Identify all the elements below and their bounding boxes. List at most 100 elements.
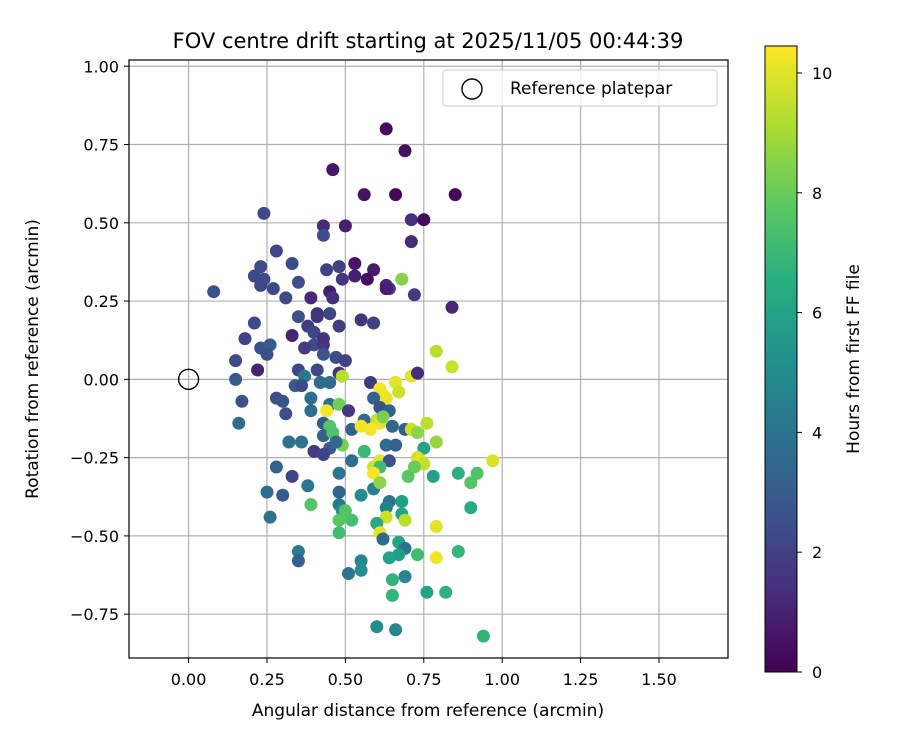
data-point: [316, 228, 330, 242]
data-point: [439, 585, 453, 599]
data-point: [254, 260, 268, 274]
plot-frame: [128, 59, 729, 659]
data-point: [229, 354, 243, 368]
data-point: [357, 444, 371, 458]
data-point: [345, 454, 359, 468]
data-point: [323, 307, 337, 321]
data-point: [367, 391, 381, 405]
data-point: [251, 363, 265, 377]
data-point: [417, 213, 431, 227]
data-point: [342, 567, 355, 580]
data-point: [320, 263, 334, 277]
data-point: [354, 554, 368, 568]
data-point: [304, 404, 318, 418]
data-points: [207, 122, 500, 643]
data-point: [360, 272, 374, 286]
data-point: [385, 573, 399, 587]
data-point: [335, 369, 349, 383]
data-point: [401, 469, 415, 483]
data-point: [398, 513, 412, 527]
data-point: [326, 291, 340, 305]
data-point: [332, 485, 346, 499]
data-point: [310, 363, 324, 377]
data-point: [354, 488, 368, 502]
data-point: [373, 476, 387, 490]
data-point: [291, 310, 305, 324]
data-point: [376, 532, 390, 546]
data-point: [291, 545, 305, 558]
x-axis-ticks: 0.00 0.25 0.50 0.75 1.00 1.25 1.50: [171, 658, 677, 689]
y-tick-label: −0.50: [70, 527, 119, 546]
data-point: [382, 551, 396, 565]
data-point: [354, 313, 368, 327]
chart-title: FOV centre drift starting at 2025/11/05 …: [173, 29, 684, 53]
data-point: [429, 344, 443, 358]
data-point: [385, 588, 399, 602]
data-point: [348, 269, 362, 283]
data-point: [379, 510, 393, 524]
data-point: [342, 404, 355, 418]
y-tick-label: 0.25: [83, 292, 119, 311]
colorbar-tick-label: 0: [812, 663, 822, 682]
data-point: [398, 570, 412, 584]
colorbar-tick-label: 6: [812, 304, 822, 323]
data-point: [429, 551, 443, 565]
data-point: [235, 394, 249, 408]
data-point: [260, 485, 274, 499]
data-point: [332, 466, 346, 480]
data-point: [451, 545, 465, 558]
legend-reference-marker-icon: [461, 78, 483, 100]
data-point: [304, 391, 318, 405]
y-tick-label: 0.50: [83, 214, 119, 233]
x-tick-label: 0.75: [406, 670, 442, 689]
data-point: [207, 285, 221, 299]
data-point: [285, 329, 299, 342]
colorbar-tick-label: 2: [812, 543, 822, 562]
x-tick-label: 0.00: [171, 670, 207, 689]
legend: Reference platepar: [442, 69, 718, 107]
data-point: [345, 513, 359, 527]
data-point: [411, 366, 424, 380]
data-point: [376, 410, 390, 424]
data-point: [316, 219, 330, 233]
data-point: [476, 629, 490, 643]
data-point: [364, 422, 377, 436]
data-point: [335, 272, 349, 286]
x-axis-label: Angular distance from reference (arcmin): [252, 701, 604, 721]
data-point: [367, 466, 381, 480]
data-point: [338, 219, 352, 233]
data-point: [285, 257, 299, 270]
data-point: [407, 288, 421, 302]
colorbar-gradient: [764, 45, 798, 673]
y-tick-label: −0.75: [70, 605, 119, 624]
data-point: [367, 263, 381, 277]
data-point: [411, 426, 424, 440]
x-tick-label: 1.25: [563, 670, 599, 689]
data-point: [404, 235, 418, 249]
data-point: [254, 278, 268, 292]
data-point: [367, 316, 381, 330]
data-point: [229, 372, 243, 386]
data-point: [338, 354, 352, 368]
data-point: [364, 376, 377, 389]
data-point: [429, 520, 443, 533]
y-tick-label: 0.00: [83, 370, 119, 389]
data-point: [320, 404, 334, 418]
data-point: [404, 213, 418, 227]
data-point: [285, 469, 299, 483]
data-point: [348, 257, 362, 270]
data-point: [276, 394, 290, 408]
data-point: [379, 282, 393, 296]
colorbar-label: Hours from first FF file: [844, 264, 864, 454]
data-point: [354, 563, 368, 577]
data-point: [420, 416, 434, 430]
data-point: [326, 163, 340, 177]
data-point: [276, 488, 290, 502]
data-point: [379, 391, 393, 405]
data-point: [445, 300, 459, 314]
data-point: [332, 260, 346, 274]
data-point: [295, 435, 308, 449]
colorbar-tick-label: 10: [812, 64, 832, 83]
x-tick-label: 0.50: [328, 670, 364, 689]
x-tick-label: 0.25: [249, 670, 285, 689]
